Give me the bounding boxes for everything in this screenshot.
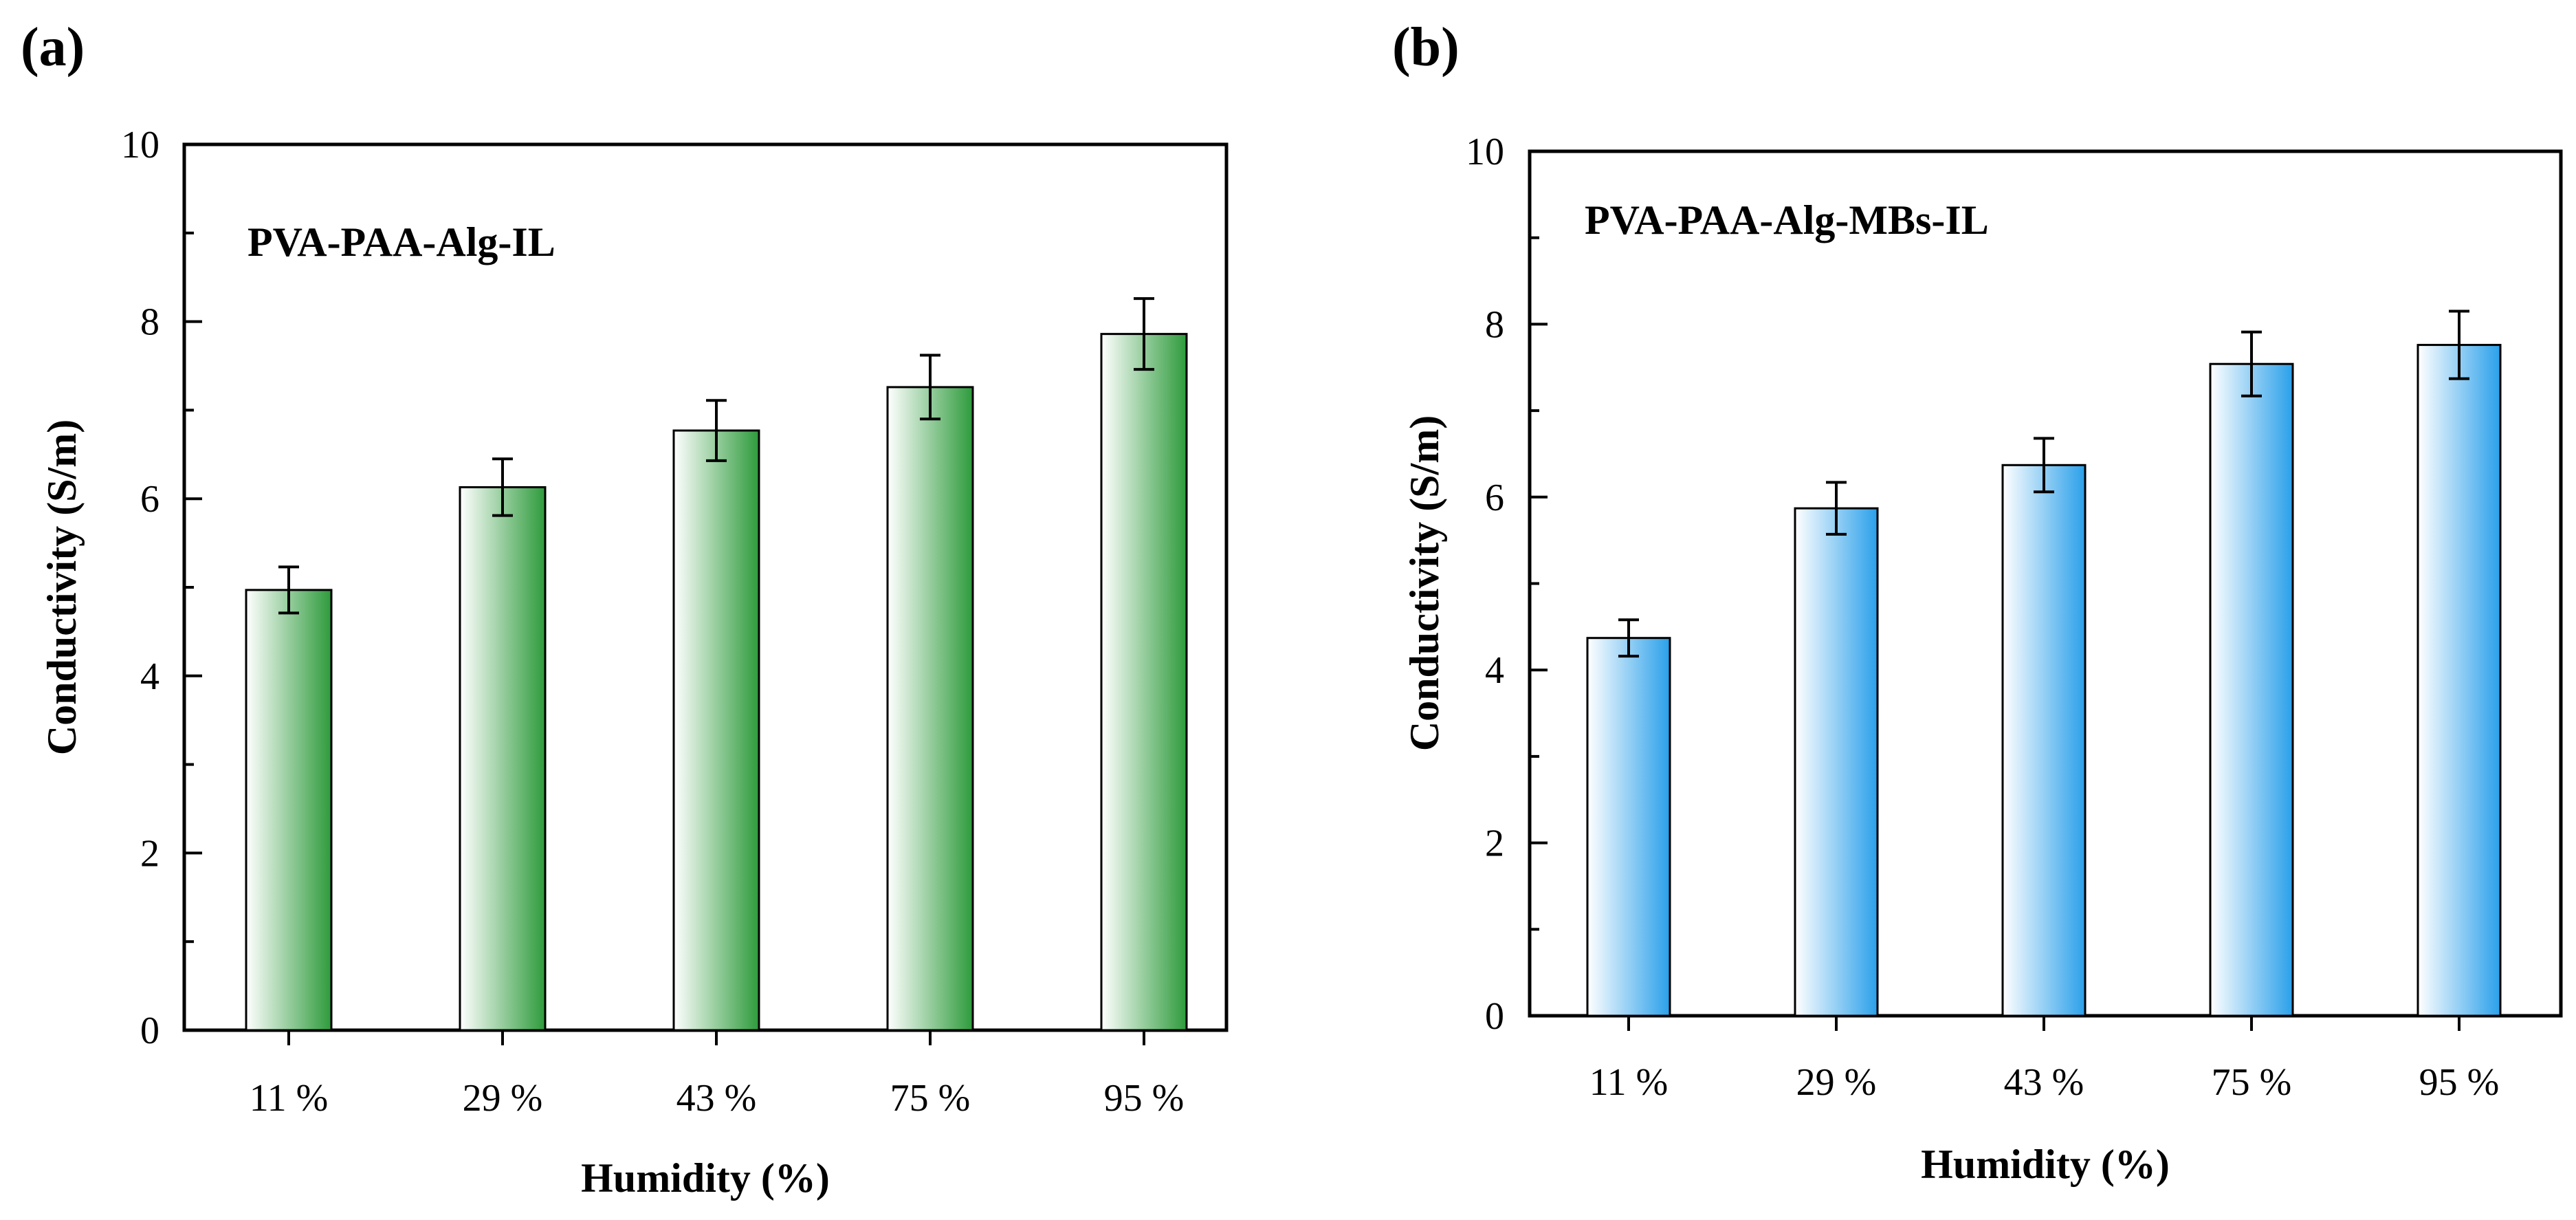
- error-bar-a-4: [1134, 297, 1154, 371]
- error-bar-a-1: [492, 457, 513, 517]
- y-ticks-a: [184, 143, 202, 1032]
- x-tick-label: 95 %: [1104, 1077, 1185, 1120]
- x-tick-label: 75 %: [890, 1077, 971, 1120]
- error-bars-a: [278, 297, 1154, 615]
- chart-panel-a: (a) PVA-PAA-Alg-IL 0 2 4 6 8 10 11 % 29 % 43 % 7…: [21, 17, 1229, 1201]
- error-bar-b-1: [1826, 481, 1847, 536]
- y-tick-label: 6: [1485, 477, 1504, 519]
- y-tick-label: 4: [140, 655, 159, 698]
- x-tick-label: 11 %: [1589, 1061, 1669, 1104]
- x-tick-label: 75 %: [2212, 1061, 2292, 1104]
- x-ticks-b: [1627, 1016, 2461, 1031]
- x-axis-title-a: Humidity (%): [581, 1155, 830, 1201]
- x-tick-label: 43 %: [2004, 1061, 2084, 1104]
- error-bar-a-2: [706, 399, 727, 462]
- bars-a: [245, 333, 1188, 1032]
- y-tick-labels-b: 0 2 4 6 8 10: [1466, 131, 1504, 1038]
- y-ticks-b: [1530, 150, 1548, 1017]
- error-bar-a-3: [920, 353, 940, 421]
- y-tick-label: 10: [121, 124, 159, 166]
- bar-b-0: [1586, 637, 1671, 1017]
- x-tick-label: 29 %: [1796, 1061, 1877, 1104]
- y-axis-title-b: Conductivity (S/m): [1402, 415, 1447, 751]
- x-tick-label: 43 %: [676, 1077, 757, 1120]
- bar-a-1: [459, 486, 547, 1032]
- panel-label-b: (b): [1392, 17, 1460, 78]
- bar-a-4: [1100, 333, 1188, 1032]
- y-tick-label: 2: [1485, 823, 1504, 865]
- x-tick-label: 29 %: [463, 1077, 543, 1120]
- y-tick-labels-a: 0 2 4 6 8 10: [121, 124, 159, 1052]
- x-tick-label: 95 %: [2419, 1061, 2500, 1104]
- bar-a-3: [886, 386, 974, 1032]
- y-tick-label: 8: [1485, 303, 1504, 346]
- bar-b-3: [2209, 362, 2294, 1017]
- y-tick-label: 4: [1485, 649, 1504, 692]
- bar-a-0: [245, 589, 333, 1032]
- bar-a-2: [672, 429, 760, 1032]
- error-bars-b: [1618, 309, 2469, 658]
- series-title-a: PVA-PAA-Alg-IL: [247, 219, 555, 265]
- y-tick-label: 6: [140, 478, 159, 521]
- error-bar-b-0: [1618, 618, 1639, 658]
- error-bar-b-3: [2241, 330, 2262, 397]
- y-axis-title-a: Conductivity (S/m): [39, 420, 85, 755]
- error-bar-a-0: [278, 565, 299, 615]
- bar-b-4: [2417, 344, 2502, 1017]
- chart-panel-b: (b) PVA-PAA-Alg-MBs-IL 0 2 4 6 8 10 11 % 29 % 4…: [1392, 17, 2563, 1187]
- bar-b-1: [1794, 507, 1879, 1017]
- x-axis-title-b: Humidity (%): [1921, 1142, 2170, 1187]
- x-tick-label: 11 %: [250, 1077, 329, 1120]
- series-title-b: PVA-PAA-Alg-MBs-IL: [1585, 197, 1989, 243]
- panel-label-a: (a): [21, 17, 85, 78]
- x-ticks-a: [287, 1030, 1145, 1045]
- x-tick-labels-b: 11 % 29 % 43 % 75 % 95 %: [1589, 1061, 2500, 1104]
- y-tick-label: 8: [140, 301, 159, 344]
- y-tick-label: 10: [1466, 131, 1504, 173]
- x-tick-labels-a: 11 % 29 % 43 % 75 % 95 %: [250, 1077, 1185, 1120]
- bar-b-2: [2001, 464, 2087, 1017]
- y-tick-label: 0: [1485, 995, 1504, 1038]
- y-tick-label: 0: [140, 1010, 159, 1052]
- error-bar-b-4: [2449, 309, 2469, 380]
- y-tick-label: 2: [140, 832, 159, 875]
- error-bar-b-2: [2034, 437, 2054, 494]
